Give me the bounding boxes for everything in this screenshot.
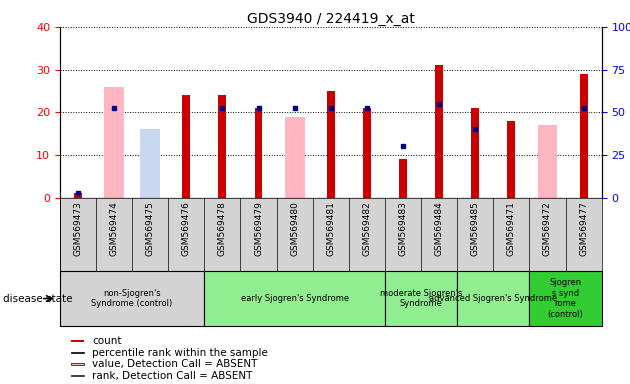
Text: GSM569484: GSM569484: [435, 202, 444, 256]
Text: GSM569478: GSM569478: [218, 202, 227, 256]
Bar: [399, 159, 407, 198]
Text: GSM569477: GSM569477: [579, 202, 588, 256]
Text: GSM569479: GSM569479: [254, 202, 263, 256]
Text: non-Sjogren's
Syndrome (control): non-Sjogren's Syndrome (control): [91, 289, 173, 308]
Bar: [435, 65, 443, 198]
Text: GSM569481: GSM569481: [326, 202, 335, 256]
Text: GSM569482: GSM569482: [362, 202, 371, 256]
Text: percentile rank within the sample: percentile rank within the sample: [93, 348, 268, 358]
Bar: [363, 108, 371, 198]
Bar: [285, 117, 304, 198]
Bar: [471, 108, 479, 198]
Text: rank, Detection Call = ABSENT: rank, Detection Call = ABSENT: [93, 371, 253, 381]
Text: disease state: disease state: [3, 293, 72, 304]
Bar: [255, 108, 263, 198]
Bar: [219, 95, 226, 198]
Bar: [71, 352, 84, 353]
Bar: [457, 271, 529, 326]
Text: advanced Sjogren's Syndrome: advanced Sjogren's Syndrome: [429, 294, 558, 303]
Bar: [140, 134, 160, 198]
Text: GSM569476: GSM569476: [182, 202, 191, 256]
Bar: [182, 95, 190, 198]
Bar: [140, 129, 160, 198]
Text: GSM569480: GSM569480: [290, 202, 299, 256]
Title: GDS3940 / 224419_x_at: GDS3940 / 224419_x_at: [247, 12, 415, 26]
Text: GSM569473: GSM569473: [74, 202, 83, 256]
Text: GSM569475: GSM569475: [146, 202, 154, 256]
Bar: [580, 74, 588, 198]
Text: Sjogren
s synd
rome
(control): Sjogren s synd rome (control): [547, 278, 583, 319]
Bar: [71, 363, 84, 365]
Text: GSM569485: GSM569485: [471, 202, 479, 256]
Text: GSM569474: GSM569474: [110, 202, 118, 256]
Text: GSM569483: GSM569483: [399, 202, 408, 256]
Bar: [71, 340, 84, 342]
Text: GSM569472: GSM569472: [543, 202, 552, 256]
Bar: [204, 271, 385, 326]
Text: early Sjogren's Syndrome: early Sjogren's Syndrome: [241, 294, 348, 303]
Text: count: count: [93, 336, 122, 346]
Text: value, Detection Call = ABSENT: value, Detection Call = ABSENT: [93, 359, 258, 369]
Bar: [74, 194, 82, 198]
Bar: [507, 121, 515, 198]
Bar: [327, 91, 335, 198]
Bar: [385, 271, 457, 326]
Bar: [529, 271, 602, 326]
Bar: [104, 87, 124, 198]
Bar: [71, 375, 84, 376]
Bar: [537, 125, 558, 198]
Bar: [60, 271, 204, 326]
Text: GSM569471: GSM569471: [507, 202, 516, 256]
Text: moderate Sjogren's
Syndrome: moderate Sjogren's Syndrome: [380, 289, 462, 308]
